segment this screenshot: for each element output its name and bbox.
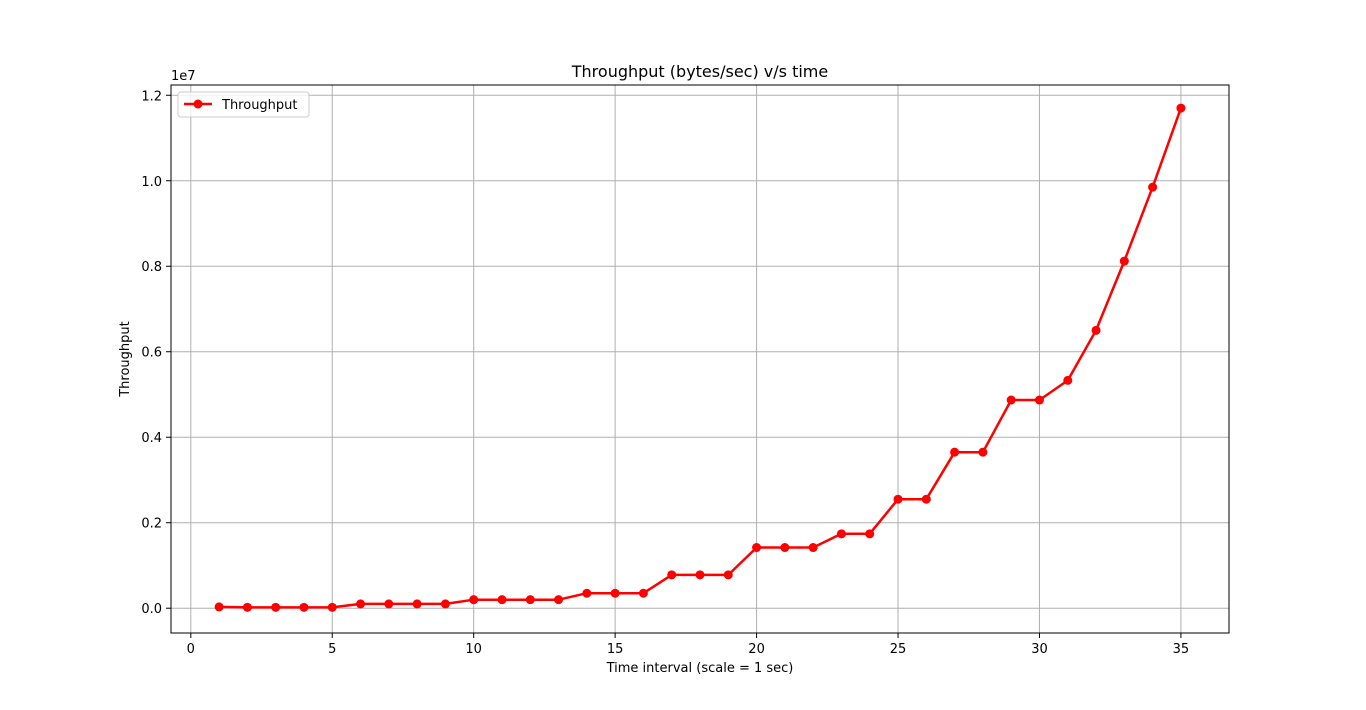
x-tick-label: 30 (1031, 642, 1048, 657)
y-tick-label: 0.8 (141, 260, 162, 275)
data-point (1006, 395, 1016, 405)
data-point (525, 595, 535, 605)
x-tick-label: 20 (748, 642, 765, 657)
data-point (1091, 325, 1101, 335)
data-point (893, 494, 903, 504)
y-axis: 0.0 0.2 0.4 0.6 0.8 1.0 1.2 (141, 89, 171, 617)
x-tick-label: 0 (187, 642, 195, 657)
legend: Throughput (177, 91, 310, 118)
data-point (1034, 395, 1044, 405)
data-point (327, 602, 337, 612)
data-point (271, 602, 281, 612)
chart-title: Throughput (bytes/sec) v/s time (571, 62, 828, 81)
data-point (638, 588, 648, 598)
data-point (497, 595, 507, 605)
series-layer (214, 103, 1186, 612)
y-tick-label: 1.0 (141, 175, 162, 190)
data-point (469, 595, 479, 605)
data-point (808, 543, 818, 553)
grid (171, 85, 1229, 633)
y-offset-label: 1e7 (171, 69, 196, 84)
data-point (752, 543, 762, 553)
data-point (723, 570, 733, 580)
data-point (1176, 103, 1186, 113)
x-tick-label: 35 (1173, 642, 1190, 657)
data-point (667, 570, 677, 580)
x-tick-label: 15 (607, 642, 624, 657)
data-point (921, 494, 931, 504)
data-point (950, 447, 960, 457)
y-tick-label: 0.6 (141, 346, 162, 361)
data-point (214, 602, 224, 612)
y-tick-label: 0.2 (141, 517, 162, 532)
plot-frame (170, 84, 1230, 634)
data-point (865, 529, 875, 539)
x-axis: 0 5 10 15 20 25 30 35 (187, 633, 1190, 657)
data-point (299, 602, 309, 612)
data-point (582, 588, 592, 598)
data-point (384, 599, 394, 609)
data-point (412, 599, 422, 609)
data-point (554, 595, 564, 605)
x-tick-label: 25 (890, 642, 907, 657)
data-point (695, 570, 705, 580)
legend-box (177, 91, 310, 118)
x-tick-label: 5 (328, 642, 336, 657)
legend-label-throughput: Throughput (221, 98, 298, 113)
legend-marker-swatch (193, 99, 203, 109)
y-tick-label: 0.4 (141, 431, 162, 446)
x-tick-label: 10 (465, 642, 482, 657)
x-axis-label: Time interval (scale = 1 sec) (606, 661, 794, 676)
data-point (610, 588, 620, 598)
data-point (780, 543, 790, 553)
y-axis-label: Throughput (118, 321, 133, 398)
data-point (440, 599, 450, 609)
data-point (1119, 256, 1129, 266)
data-point (1063, 375, 1073, 385)
data-point (1148, 182, 1158, 192)
data-point (836, 529, 846, 539)
data-point (356, 599, 366, 609)
y-tick-label: 0.0 (141, 602, 162, 617)
data-point (978, 447, 988, 457)
data-point (242, 602, 252, 612)
y-tick-label: 1.2 (141, 89, 162, 104)
